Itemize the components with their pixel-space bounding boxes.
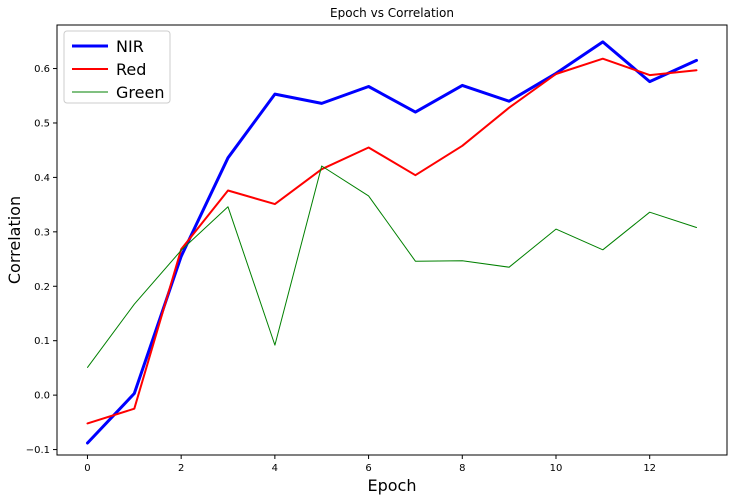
legend-box — [63, 30, 171, 104]
series-line-red — [86, 57, 698, 425]
x-tick-label: 12 — [643, 463, 656, 474]
y-tick-label: 0.3 — [34, 227, 50, 238]
legend-label-red: Red — [116, 60, 146, 79]
x-tick-label: 0 — [84, 463, 90, 474]
x-tick-label: 10 — [550, 463, 563, 474]
series-line-green — [87, 165, 697, 368]
x-tick-label: 2 — [178, 463, 184, 474]
x-tick-label: 8 — [459, 463, 465, 474]
plot-frame — [56, 24, 728, 456]
chart-title: Epoch vs Correlation — [330, 6, 454, 20]
y-axis: −0.1 0.0 0.1 0.2 0.3 0.4 0.5 0.6 — [26, 64, 57, 456]
x-axis-title: Epoch — [368, 476, 417, 495]
y-axis-title: Correlation — [5, 196, 24, 284]
x-axis: 0 2 4 6 8 10 12 — [84, 455, 656, 474]
series-line-nir — [86, 40, 698, 445]
y-tick-label: 0.1 — [34, 336, 50, 347]
y-tick-label: 0.4 — [34, 173, 50, 184]
legend-label-nir: NIR — [116, 37, 144, 56]
y-tick-label: 0.2 — [34, 282, 50, 293]
y-tick-label: 0.5 — [34, 118, 50, 129]
y-tick-label: 0.0 — [34, 391, 50, 402]
y-tick-label: −0.1 — [26, 445, 50, 456]
x-tick-label: 6 — [365, 463, 371, 474]
legend: NIR Red Green — [63, 30, 171, 104]
y-tick-label: 0.6 — [34, 64, 50, 75]
x-tick-label: 4 — [272, 463, 278, 474]
legend-label-green: Green — [116, 83, 164, 102]
series-layer — [86, 40, 698, 445]
